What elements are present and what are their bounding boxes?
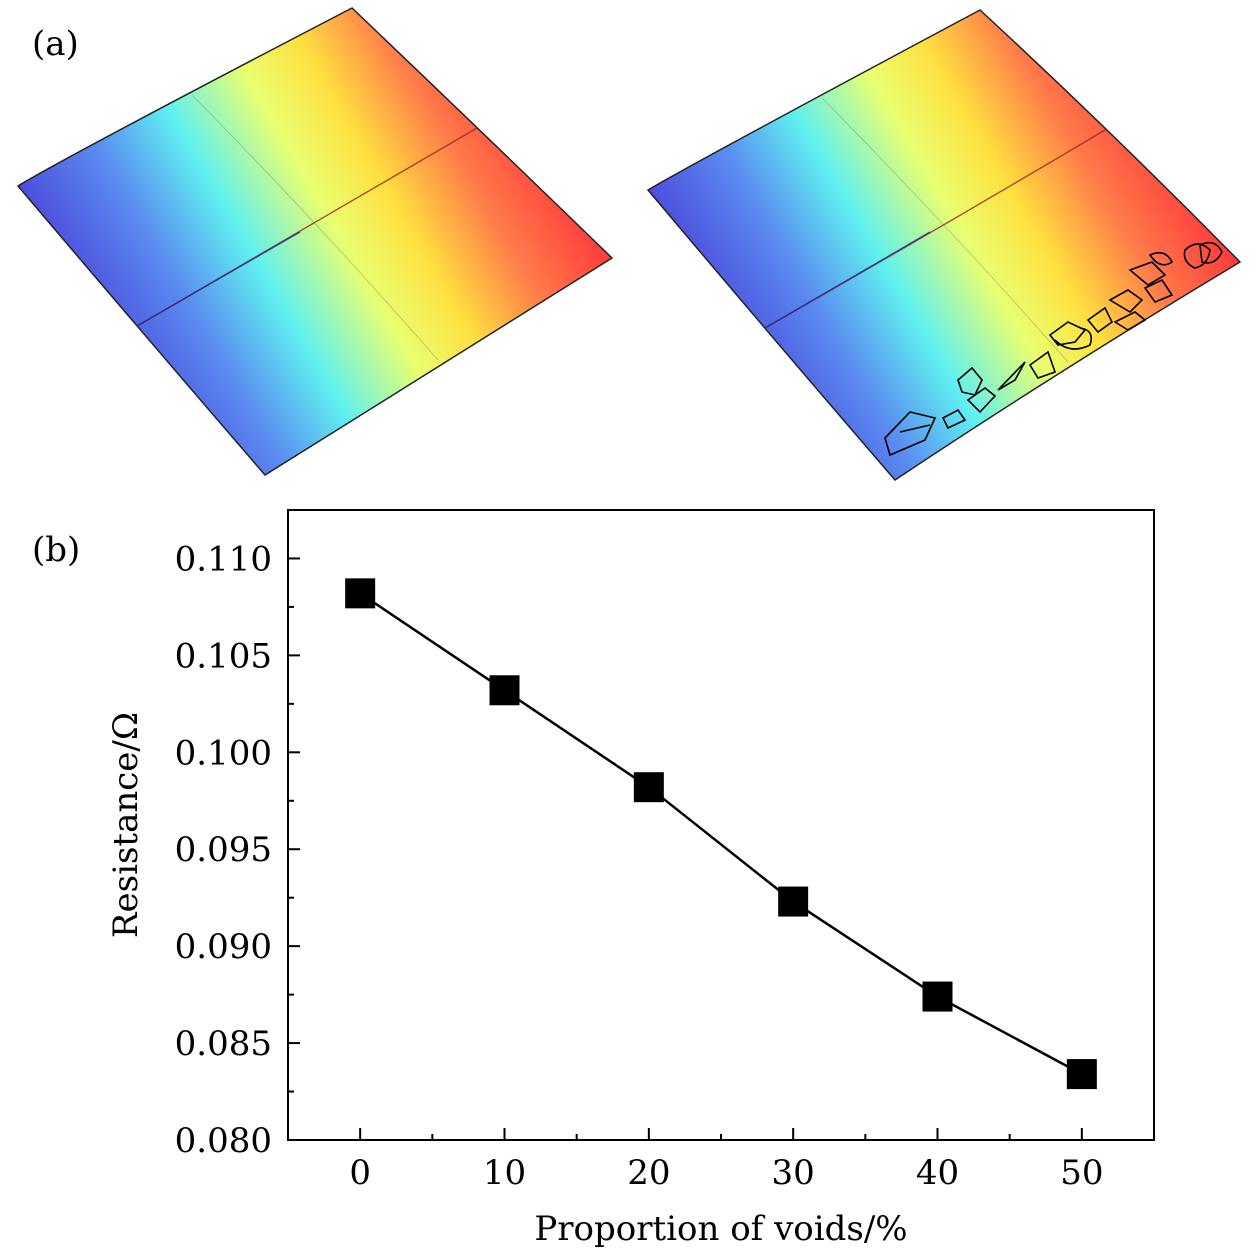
data-point bbox=[345, 578, 376, 609]
x-tick-label: 40 bbox=[916, 1153, 959, 1193]
x-tick-label: 0 bbox=[349, 1153, 371, 1193]
data-point bbox=[778, 886, 809, 917]
void-outlines bbox=[884, 241, 1223, 457]
y-tick-label: 0.105 bbox=[175, 636, 272, 676]
surface-intact bbox=[16, 7, 614, 476]
x-axis-label: Proportion of voids/% bbox=[534, 1209, 907, 1249]
data-point bbox=[1066, 1059, 1097, 1090]
y-tick-label: 0.110 bbox=[175, 539, 272, 579]
x-tick-label: 30 bbox=[772, 1153, 815, 1193]
panel-a-label: (a) bbox=[32, 24, 79, 64]
y-tick-label: 0.100 bbox=[175, 733, 272, 773]
x-tick-label: 10 bbox=[483, 1153, 526, 1193]
data-point bbox=[922, 981, 953, 1012]
y-tick-label: 0.090 bbox=[175, 927, 272, 967]
data-point bbox=[633, 772, 664, 803]
data-point bbox=[489, 675, 520, 706]
surface-with-voids bbox=[646, 9, 1242, 481]
plot-frame bbox=[287, 509, 1155, 1141]
x-tick-label: 50 bbox=[1060, 1153, 1103, 1193]
y-tick-label: 0.085 bbox=[175, 1024, 272, 1064]
x-tick-label: 20 bbox=[627, 1153, 670, 1193]
y-axis-label: Resistance/Ω bbox=[106, 712, 146, 938]
y-tick-label: 0.080 bbox=[175, 1121, 272, 1161]
panel-b-label: (b) bbox=[32, 530, 81, 570]
series-line bbox=[359, 592, 1083, 1076]
y-tick-label: 0.095 bbox=[175, 830, 272, 870]
simulation-panel bbox=[16, 7, 1242, 481]
